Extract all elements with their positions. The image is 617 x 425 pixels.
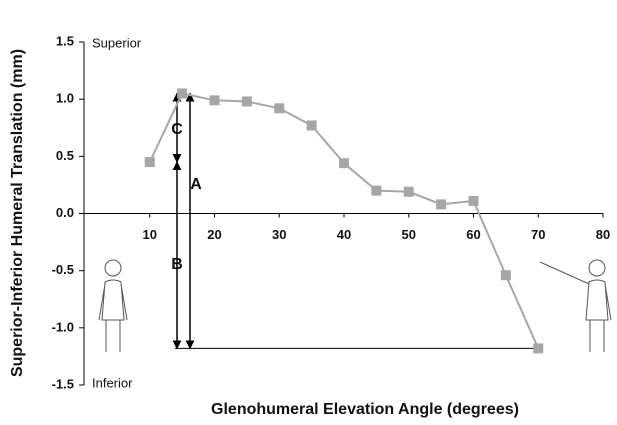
point [371, 186, 381, 196]
annotation: Inferior [92, 375, 133, 390]
y-tick-label: -1.5 [52, 376, 74, 391]
figure-left [99, 260, 127, 352]
x-tick-label: 60 [466, 227, 480, 242]
x-tick-label: 10 [143, 227, 157, 242]
y-tick-label: 1.0 [56, 91, 74, 106]
y-axis-label: Superior-Inferior Humeral Translation (m… [9, 49, 26, 377]
y-tick-label: 1.5 [56, 33, 74, 48]
point [404, 187, 414, 197]
point [469, 196, 479, 206]
x-tick-label: 40 [337, 227, 351, 242]
annotation: A [190, 176, 202, 193]
x-tick-label: 30 [272, 227, 286, 242]
point [339, 158, 349, 168]
point [307, 120, 317, 130]
point [436, 199, 446, 209]
y-tick-label: -0.5 [52, 262, 74, 277]
y-tick-label: 0.5 [56, 148, 74, 163]
x-tick-label: 70 [531, 227, 545, 242]
point [501, 270, 511, 280]
y-tick-label: 0.0 [56, 205, 74, 220]
x-axis-label: Glenohumeral Elevation Angle (degrees) [211, 401, 519, 418]
x-tick-label: 20 [207, 227, 221, 242]
series-line [150, 93, 539, 348]
x-tick-label: 50 [402, 227, 416, 242]
annotation: Superior [92, 35, 142, 50]
point [533, 343, 543, 353]
point [145, 157, 155, 167]
figure-right [540, 260, 611, 352]
point [274, 103, 284, 113]
point [210, 95, 220, 105]
y-tick-label: -1.0 [52, 319, 74, 334]
point [177, 88, 187, 98]
x-tick-label: 80 [596, 227, 610, 242]
chart: Superior-Inferior Humeral Translation (m… [0, 0, 617, 420]
point [242, 96, 252, 106]
